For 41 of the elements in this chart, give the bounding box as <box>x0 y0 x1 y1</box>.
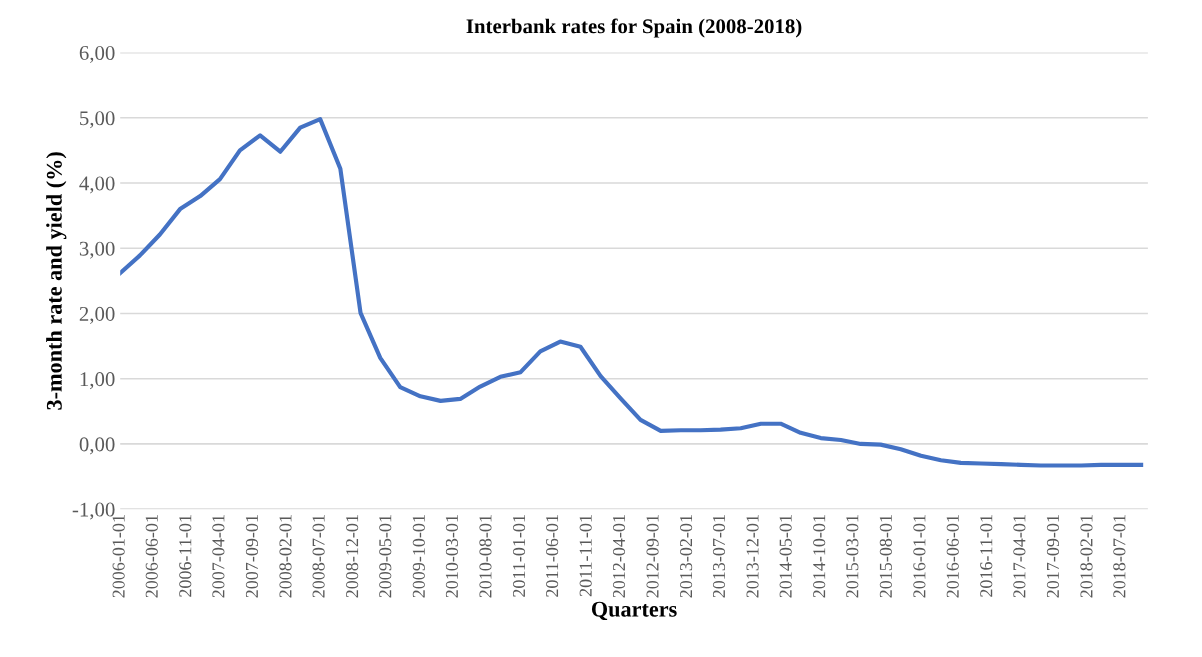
x-tick-label: 2015-03-01 <box>846 515 859 598</box>
x-tick-label: 2010-08-01 <box>479 515 492 598</box>
x-tick-label: 2012-04-01 <box>612 515 626 598</box>
x-tick-label: 2006-06-01 <box>145 515 158 598</box>
x-tick-label: 2011-01-01 <box>512 515 526 597</box>
x-tick-label: 2006-11-01 <box>179 515 192 597</box>
x-tick-label: 2010-03-01 <box>445 515 459 598</box>
x-tick-label: 2017-09-01 <box>1046 515 1060 598</box>
x-tick-label: 2011-11-01 <box>579 515 592 597</box>
x-tick-label: 2012-09-01 <box>646 515 659 598</box>
x-tick-label: 2018-07-01 <box>1113 515 1126 598</box>
x-tick-label: 2018-02-01 <box>1080 515 1093 598</box>
x-tick-label: 2016-06-01 <box>946 515 959 598</box>
x-tick-label: 2008-02-01 <box>279 515 292 598</box>
x-tick-label: 2008-07-01 <box>312 515 325 598</box>
y-tick-label: 4,00 <box>79 176 115 194</box>
y-tick-label: 0,00 <box>79 437 115 455</box>
y-tick-label: 2,00 <box>79 306 115 324</box>
y-tick-label: 6,00 <box>79 45 115 63</box>
x-tick-label: 2008-12-01 <box>346 515 359 598</box>
y-axis-title: 3-month rate and yield (%) <box>46 152 67 410</box>
x-tick-label: 2017-04-01 <box>1013 515 1026 598</box>
x-tick-label: 2016-01-01 <box>913 515 926 598</box>
chart-title: Interbank rates for Spain (2008-2018) <box>466 18 802 38</box>
y-tick-label: 1,00 <box>80 372 115 390</box>
x-tick-label: 2015-08-01 <box>879 515 892 598</box>
x-tick-label: 2013-12-01 <box>746 515 759 598</box>
x-tick-label: 2009-05-01 <box>379 515 392 598</box>
y-tick-label: 3,00 <box>79 241 115 259</box>
line-series <box>120 117 1144 468</box>
y-tick-label: 5,00 <box>80 111 115 129</box>
x-tick-label: 2013-07-01 <box>712 515 726 598</box>
x-axis-title: Quarters <box>591 601 677 621</box>
x-tick-label: 2014-10-01 <box>813 515 826 598</box>
x-tick-label: 2007-04-01 <box>212 515 225 598</box>
x-tick-label: 2014-05-01 <box>779 515 792 598</box>
x-tick-label: 2016-11-01 <box>980 515 993 597</box>
x-tick-label: 2013-02-01 <box>680 515 693 598</box>
x-tick-label: 2011-06-01 <box>546 515 559 597</box>
x-tick-label: 2009-10-01 <box>412 515 425 598</box>
x-tick-label: 2007-09-01 <box>245 515 259 598</box>
